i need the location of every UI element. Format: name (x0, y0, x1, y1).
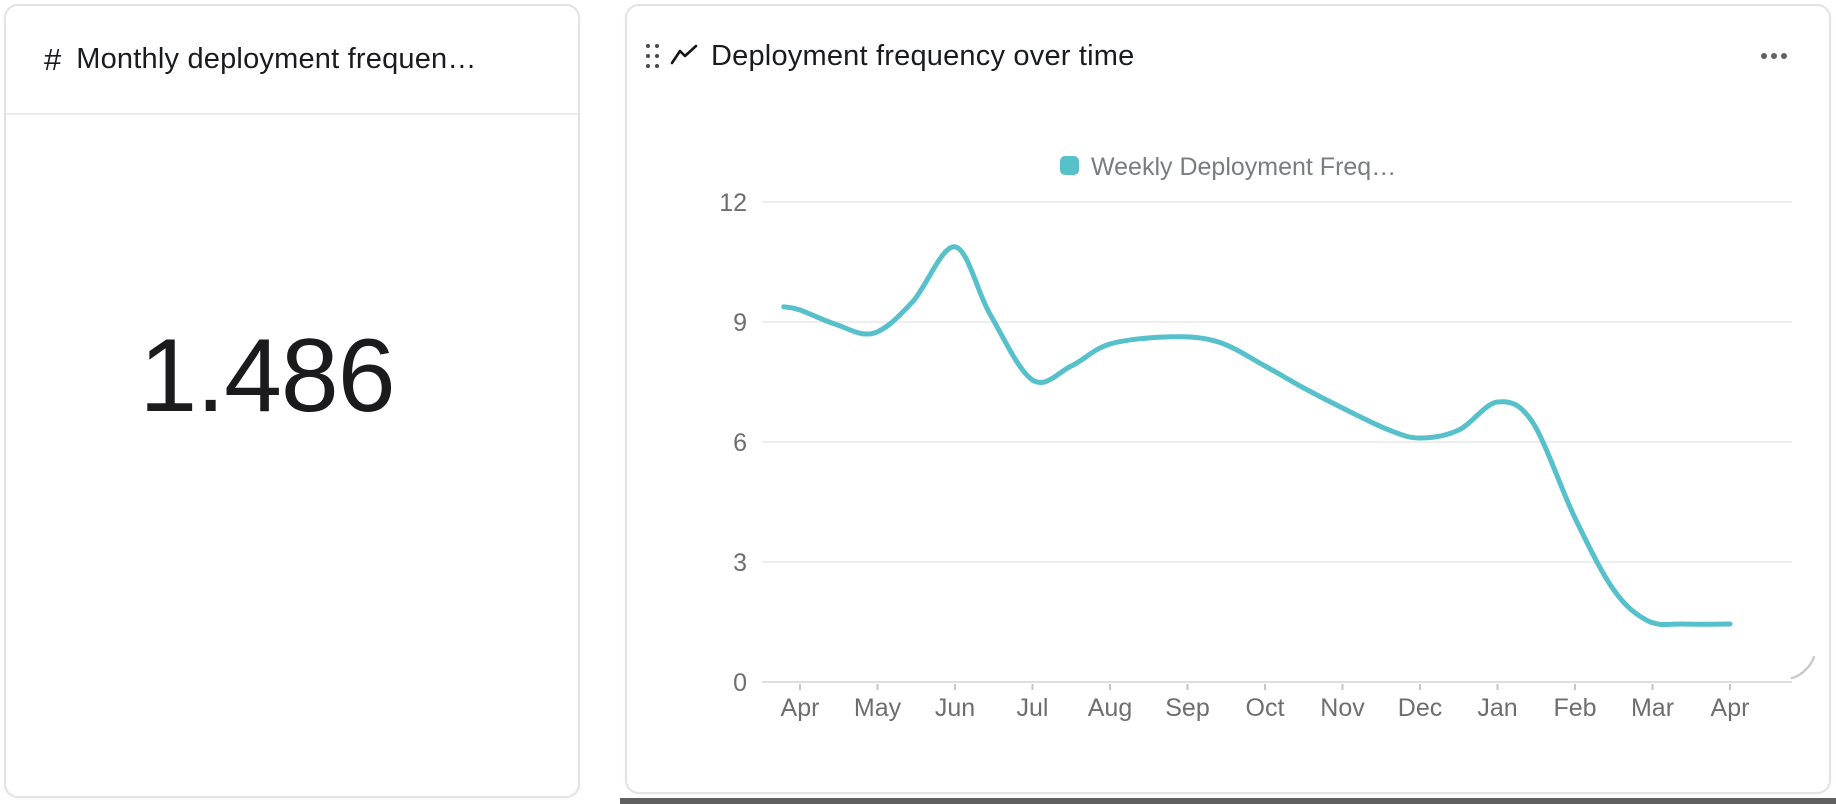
drag-handle-icon[interactable] (646, 44, 659, 68)
metric-card-header: # Monthly deployment frequen… (6, 6, 578, 115)
drag-indicator-bar (620, 798, 1836, 804)
number-icon: # (44, 41, 62, 77)
chart-card-header: Deployment frequency over time (627, 6, 1829, 106)
x-axis-label: Oct (1246, 694, 1285, 722)
x-axis-label: Feb (1553, 694, 1596, 722)
x-axis-label: Aug (1088, 694, 1132, 722)
deployment-frequency-chart: 0 3 6 9 12 Apr May Jun Jul Aug Sep Oct Nov Dec Jan Feb M… (719, 153, 1792, 722)
y-axis-label: 3 (733, 549, 747, 577)
y-axis-label: 6 (733, 429, 747, 457)
legend-label[interactable]: Weekly Deployment Freq… (1091, 153, 1396, 181)
metric-card-title: Monthly deployment frequen… (76, 43, 477, 75)
x-axis-label: Apr (1711, 694, 1750, 722)
legend-swatch[interactable] (1060, 156, 1079, 175)
line-chart-icon (669, 42, 699, 70)
chart-card[interactable]: Deployment frequency over time 0 3 6 9 12 Apr… (625, 4, 1831, 794)
x-axis-label: May (854, 694, 902, 722)
more-options-button[interactable] (1759, 45, 1789, 67)
resize-grip-icon[interactable] (1789, 654, 1817, 682)
x-axis-label: Apr (781, 694, 820, 722)
x-axis-label: Jul (1017, 694, 1049, 722)
x-axis-label: Nov (1320, 694, 1365, 722)
x-axis-label: Sep (1165, 694, 1209, 722)
y-axis-label: 0 (733, 669, 747, 697)
chart-card-title: Deployment frequency over time (711, 39, 1135, 72)
metric-card[interactable]: # Monthly deployment frequen… 1.486 (4, 4, 580, 798)
x-axis-label: Jan (1477, 694, 1517, 722)
metric-value: 1.486 (139, 318, 395, 434)
y-axis-label: 12 (719, 189, 747, 217)
x-axis-label: Dec (1398, 694, 1442, 722)
x-axis-label: Jun (935, 694, 975, 722)
x-axis-label: Mar (1631, 694, 1674, 722)
y-axis-label: 9 (733, 309, 747, 337)
deployment-frequency-line (781, 244, 1733, 628)
